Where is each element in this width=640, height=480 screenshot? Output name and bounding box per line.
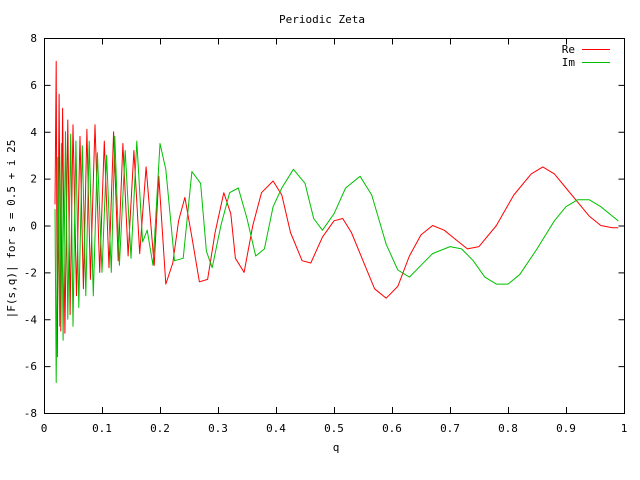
y-tick-label: -4 xyxy=(24,313,38,326)
y-tick-label: -2 xyxy=(24,266,37,279)
x-axis-label: q xyxy=(333,441,340,454)
y-tick-label: 6 xyxy=(30,79,37,92)
y-tick-label: -6 xyxy=(24,360,37,373)
x-tick-label: 0.3 xyxy=(208,422,228,435)
y-tick-label: 8 xyxy=(30,32,37,45)
x-tick-label: 0.9 xyxy=(556,422,576,435)
y-tick-label: 0 xyxy=(30,220,37,233)
series-line-re xyxy=(54,60,619,358)
x-tick-label: 0 xyxy=(41,422,48,435)
x-tick-label: 0.2 xyxy=(150,422,170,435)
x-tick-label: 0.8 xyxy=(498,422,518,435)
x-tick-label: 0.4 xyxy=(266,422,286,435)
x-axis: 0 0.1 0.2 0.3 0.4 0.5 0.6 0.7 0.8 0.9 1 xyxy=(41,38,628,435)
x-tick-label: 0.5 xyxy=(324,422,344,435)
y-tick-label: 2 xyxy=(30,173,37,186)
plot-border xyxy=(44,38,625,414)
y-axis: -8 -6 -4 -2 0 2 4 6 8 xyxy=(24,32,625,420)
legend-label-re: Re xyxy=(562,43,575,56)
y-axis-label: |F(s,q)| for s = 0.5 + i 25 xyxy=(5,140,18,319)
legend-label-im: Im xyxy=(562,56,576,69)
x-tick-label: 0.7 xyxy=(440,422,460,435)
series-line-im xyxy=(54,131,619,383)
series-group xyxy=(54,60,619,383)
y-tick-label: 4 xyxy=(30,126,37,139)
x-tick-label: 1 xyxy=(621,422,628,435)
chart-title: Periodic Zeta xyxy=(279,13,365,26)
x-tick-label: 0.1 xyxy=(92,422,112,435)
x-tick-label: 0.6 xyxy=(382,422,402,435)
y-tick-label: -8 xyxy=(24,407,37,420)
